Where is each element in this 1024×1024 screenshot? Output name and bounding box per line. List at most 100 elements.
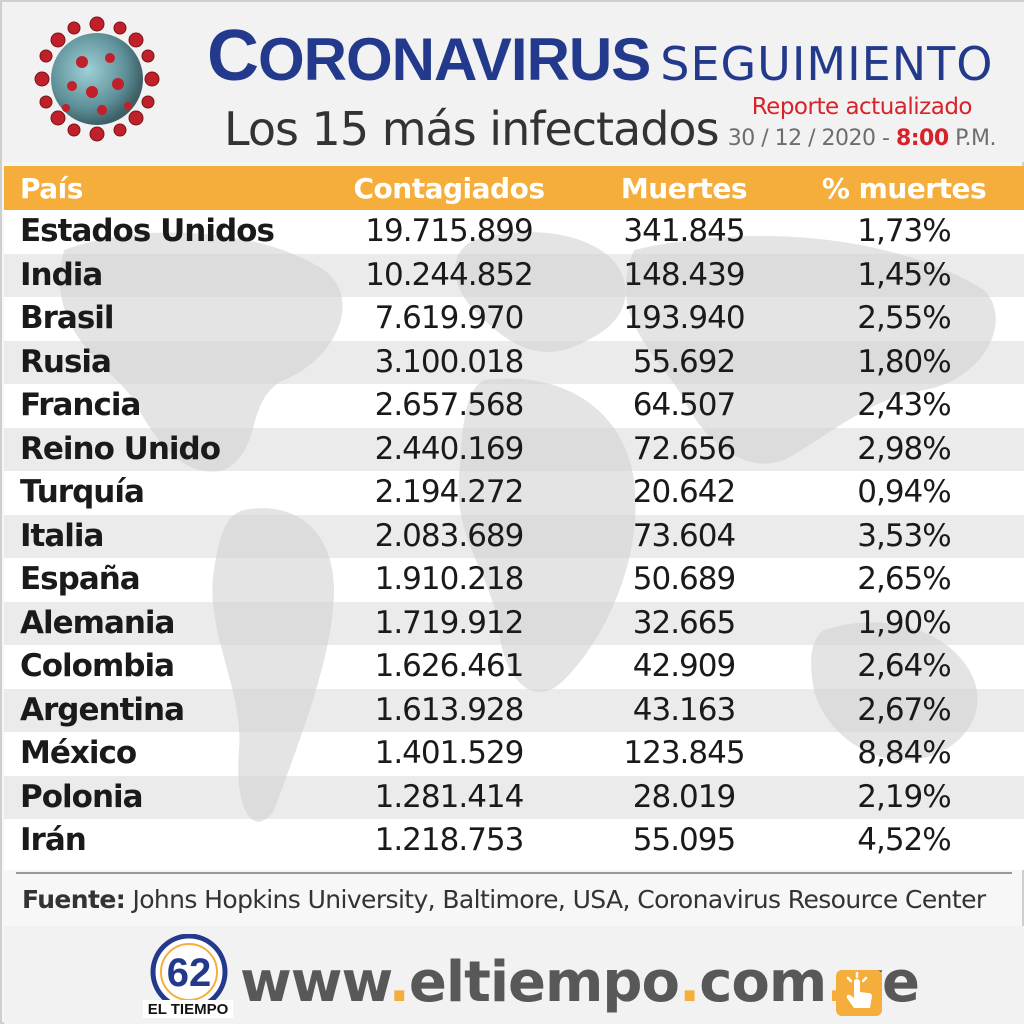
source-label: Fuente:: [22, 885, 126, 914]
cell-death-rate: 2,98%: [857, 430, 951, 467]
cell-infected: 1.626.461: [374, 648, 525, 684]
table-row: Polonia 1.281.414 28.019 2,19%: [4, 775, 1024, 819]
cell-deaths: 55.692: [632, 343, 736, 380]
cell-death-rate: 2,67%: [857, 691, 951, 728]
cell-death-rate: 2,55%: [857, 300, 951, 336]
world-map-background: [60, 232, 996, 822]
cell-infected: 1.910.218: [374, 561, 525, 597]
cell-infected: 2.083.689: [374, 517, 525, 554]
cell-deaths: 50.689: [632, 561, 736, 597]
el-tiempo-logo: 62 EL TIEMPO: [143, 934, 233, 1018]
cell-death-rate: 1,90%: [857, 604, 951, 641]
cell-country: Italia: [20, 517, 104, 554]
cell-country: Reino Unido: [20, 430, 221, 467]
cell-deaths: 193.940: [623, 300, 745, 336]
cell-death-rate: 1,73%: [857, 213, 951, 249]
svg-text:EL TIEMPO: EL TIEMPO: [148, 1001, 229, 1018]
cell-country: España: [20, 561, 141, 597]
cell-death-rate: 4,52%: [857, 822, 951, 858]
table-body: Estados Unidos 19.715.899 341.845 1,73% Ind…: [4, 210, 1024, 863]
source-note: Fuente: Johns Hopkins University, Baltim…: [22, 885, 986, 914]
cell-deaths: 72.656: [632, 430, 736, 467]
table-row: Rusia 3.100.018 55.692 1,80%: [4, 340, 1024, 384]
cell-infected: 1.281.414: [374, 778, 525, 815]
url-dot: .: [388, 950, 410, 1015]
data-table: País Contagiados Muertes % muertes Estad…: [4, 166, 1024, 870]
cell-death-rate: 1,80%: [857, 343, 951, 380]
cell-infected: 2.657.568: [374, 387, 525, 423]
table-row: Colombia 1.626.461 42.909 2,64%: [4, 645, 1024, 689]
cell-death-rate: 1,45%: [857, 256, 951, 293]
report-label: Reporte actualizado: [751, 94, 973, 120]
column-header-infected: Contagiados: [353, 171, 545, 205]
cell-deaths: 55.095: [632, 822, 736, 858]
cell-country: México: [20, 735, 137, 771]
cell-deaths: 20.642: [632, 474, 736, 510]
url-part: eltiempo: [408, 950, 680, 1015]
report-date-text: 30 / 12 / 2020 -: [727, 126, 896, 151]
cell-deaths: 32.665: [632, 604, 736, 641]
cell-deaths: 43.163: [632, 691, 736, 728]
cell-country: Irán: [20, 822, 87, 858]
title-main: ORONAVIRUS: [258, 26, 651, 93]
cell-infected: 1.719.912: [374, 604, 525, 641]
title-initial: C: [207, 16, 259, 96]
column-header-deaths: Muertes: [620, 171, 748, 205]
cell-country: India: [20, 256, 103, 293]
column-header-death-rate: % muertes: [821, 171, 987, 205]
cell-deaths: 73.604: [632, 517, 736, 554]
website-url[interactable]: www.eltiempo.com.ve: [240, 950, 920, 1015]
cell-infected: 2.440.169: [374, 430, 525, 467]
table-row: Alemania 1.719.912 32.665 1,90%: [4, 601, 1024, 645]
table-row: Turquía 2.194.272 20.642 0,94%: [4, 471, 1024, 515]
url-dot: .: [678, 950, 700, 1015]
coronavirus-icon: [34, 16, 160, 142]
cell-deaths: 64.507: [632, 387, 736, 423]
cell-deaths: 28.019: [632, 778, 736, 815]
svg-text:62: 62: [167, 951, 212, 995]
table-row: India 10.244.852 148.439 1,45%: [4, 253, 1024, 297]
cell-infected: 1.401.529: [374, 735, 525, 771]
cell-deaths: 123.845: [623, 735, 745, 771]
table-row: Argentina 1.613.928 43.163 2,67%: [4, 688, 1024, 732]
cell-country: Turquía: [20, 474, 145, 510]
cell-country: Estados Unidos: [20, 213, 275, 249]
cell-death-rate: 3,53%: [857, 517, 951, 554]
report-date: 30 / 12 / 2020 - 8:00 P.M.: [727, 126, 997, 151]
cell-country: Brasil: [20, 300, 115, 336]
table-row: Irán 1.218.753 55.095 4,52%: [4, 819, 1024, 863]
cell-infected: 2.194.272: [374, 474, 525, 510]
table-row: España 1.910.218 50.689 2,65%: [4, 558, 1024, 602]
cell-death-rate: 2,65%: [857, 561, 951, 597]
table-row: Reino Unido 2.440.169 72.656 2,98%: [4, 427, 1024, 471]
cell-infected: 7.619.970: [374, 300, 525, 336]
table-header: País Contagiados Muertes % muertes: [4, 166, 1024, 210]
cell-country: Argentina: [20, 691, 185, 728]
cell-infected: 3.100.018: [374, 343, 525, 380]
url-part: www: [240, 950, 390, 1015]
table-row: Brasil 7.619.970 193.940 2,55%: [4, 297, 1024, 341]
click-hand-icon: [836, 970, 882, 1016]
table-row: Estados Unidos 19.715.899 341.845 1,73%: [4, 210, 1024, 254]
table-row: México 1.401.529 123.845 8,84%: [4, 732, 1024, 776]
cell-country: Colombia: [20, 648, 175, 684]
report-time: 8:00: [895, 126, 949, 151]
cell-infected: 10.244.852: [365, 256, 534, 293]
cell-deaths: 341.845: [623, 213, 745, 249]
cell-death-rate: 8,84%: [857, 735, 951, 771]
cell-death-rate: 2,19%: [857, 778, 951, 815]
cell-infected: 19.715.899: [365, 213, 534, 249]
cell-infected: 1.218.753: [374, 822, 525, 858]
cell-country: Alemania: [20, 604, 175, 641]
report-ampm: P.M.: [948, 126, 996, 151]
title-sub: SEGUIMIENTO: [660, 37, 994, 91]
page-title: CORONAVIRUS SEGUIMIENTO: [207, 20, 993, 92]
cell-death-rate: 2,64%: [857, 648, 951, 684]
cell-infected: 1.613.928: [374, 691, 525, 728]
cell-deaths: 148.439: [623, 256, 745, 293]
cell-country: Polonia: [20, 778, 144, 815]
cell-death-rate: 2,43%: [857, 387, 951, 423]
header: CORONAVIRUS SEGUIMIENTO Los 15 más infect…: [2, 2, 1024, 162]
source-text: Johns Hopkins University, Baltimore, USA…: [125, 885, 986, 914]
